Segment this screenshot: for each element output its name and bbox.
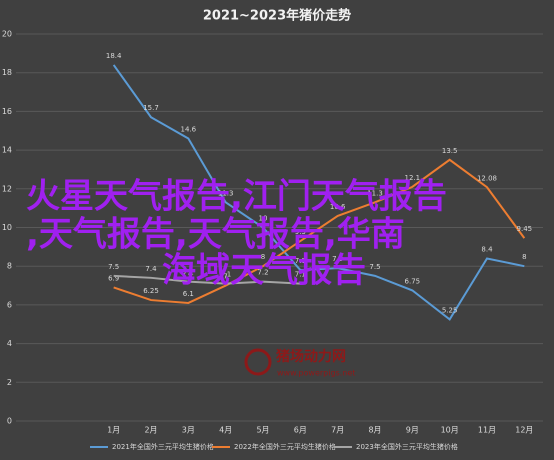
watermark-logo (244, 348, 272, 376)
x-tick-label: 11月 (478, 426, 496, 435)
data-label: 7.1 (295, 271, 306, 279)
data-label: 10.6 (330, 203, 346, 211)
data-label: 7.2 (257, 269, 268, 277)
data-label: 9.45 (517, 225, 533, 233)
y-tick-label: 2 (7, 378, 12, 387)
data-label: 11.3 (367, 189, 383, 197)
chart-title: 2021~2023年猪价走势 (203, 8, 351, 24)
data-label: 12.08 (477, 174, 497, 182)
watermark-url: www.powerpigs.net (277, 369, 355, 378)
y-tick-label: 18 (2, 68, 12, 77)
x-tick-label: 5月 (256, 426, 269, 435)
data-label: 5.25 (442, 306, 458, 314)
data-label: 11.3 (218, 189, 234, 197)
legend-label: 2021年全国外三元平均生猪价格 (112, 442, 214, 451)
data-label: 9.3 (295, 228, 306, 236)
y-tick-label: 14 (2, 146, 12, 155)
overlay-text: 火星天气报告,江门天气报告 (26, 177, 447, 217)
y-tick-label: 12 (2, 184, 12, 193)
series-line (113, 158, 526, 304)
x-tick-label: 9月 (406, 426, 419, 435)
data-label: 7 (223, 273, 227, 281)
data-label: 6.9 (108, 274, 119, 282)
data-label: 7.2 (183, 269, 194, 277)
data-label: 8 (261, 253, 265, 261)
x-tick-label: 8月 (368, 426, 381, 435)
data-label: 14.6 (181, 125, 197, 133)
data-label: 15.7 (143, 104, 159, 112)
data-label: 10 (259, 215, 268, 223)
data-label: 18.4 (106, 52, 122, 60)
legend-label: 2023年全国外三元平均生猪价格 (356, 442, 458, 451)
data-label: 8 (522, 253, 526, 261)
series-line (112, 64, 525, 321)
x-tick-label: 4月 (219, 426, 232, 435)
x-tick-label: 1月 (107, 426, 120, 435)
data-label: 6.25 (143, 287, 159, 295)
y-tick-label: 0 (7, 417, 12, 426)
y-tick-label: 8 (7, 262, 12, 271)
x-tick-label: 2月 (144, 426, 157, 435)
x-tick-label: 6月 (294, 426, 307, 435)
y-tick-label: 6 (7, 300, 12, 309)
data-label: 7.5 (108, 263, 119, 271)
y-tick-label: 10 (2, 223, 12, 232)
overlay-text: ,天气报告,天气报告,华南 (26, 215, 405, 255)
y-tick-label: 20 (2, 30, 12, 39)
y-tick-label: 4 (7, 339, 12, 348)
x-tick-label: 7月 (331, 426, 344, 435)
series-line (113, 274, 301, 285)
data-label: 7.8 (295, 257, 306, 265)
data-label: 7.9 (332, 255, 343, 263)
data-label: 7.1 (220, 271, 231, 279)
x-tick-label: 12月 (515, 426, 533, 435)
data-label: 13.5 (442, 147, 458, 155)
data-label: 12.1 (405, 174, 421, 182)
watermark: 猪场动力网 (275, 348, 346, 365)
x-tick-label: 3月 (182, 426, 195, 435)
data-label: 6.1 (183, 290, 194, 298)
data-label: 7.4 (145, 265, 157, 273)
data-label: 6.75 (405, 277, 421, 285)
legend-label: 2022年全国外三元平均生猪价格 (234, 442, 336, 451)
data-label: 7.5 (369, 263, 380, 271)
x-tick-label: 10月 (441, 426, 459, 435)
overlay-text: 海域天气报告 (162, 251, 366, 291)
data-label: 8.4 (481, 245, 493, 253)
y-tick-label: 16 (2, 107, 12, 116)
